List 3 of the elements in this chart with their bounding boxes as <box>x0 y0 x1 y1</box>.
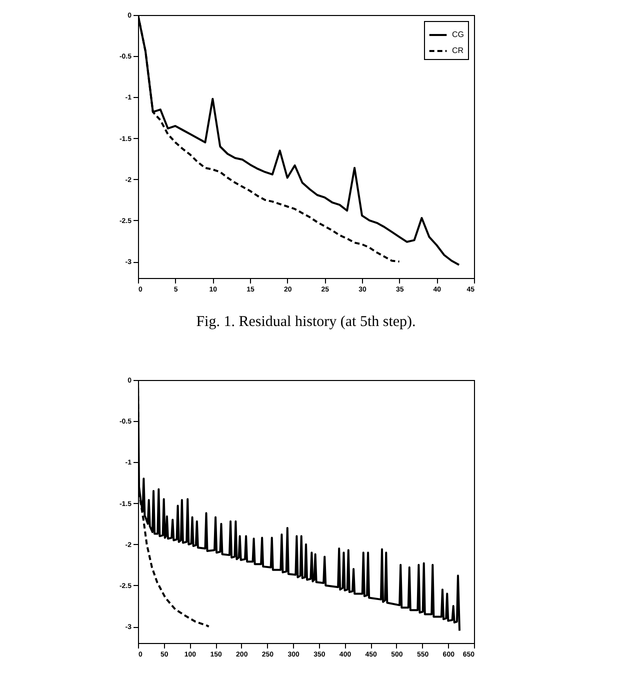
legend-label: CR <box>452 46 464 55</box>
legend-label: CG <box>452 30 464 39</box>
caption: Fig. 1. Residual history (at 5th step). <box>196 314 416 330</box>
